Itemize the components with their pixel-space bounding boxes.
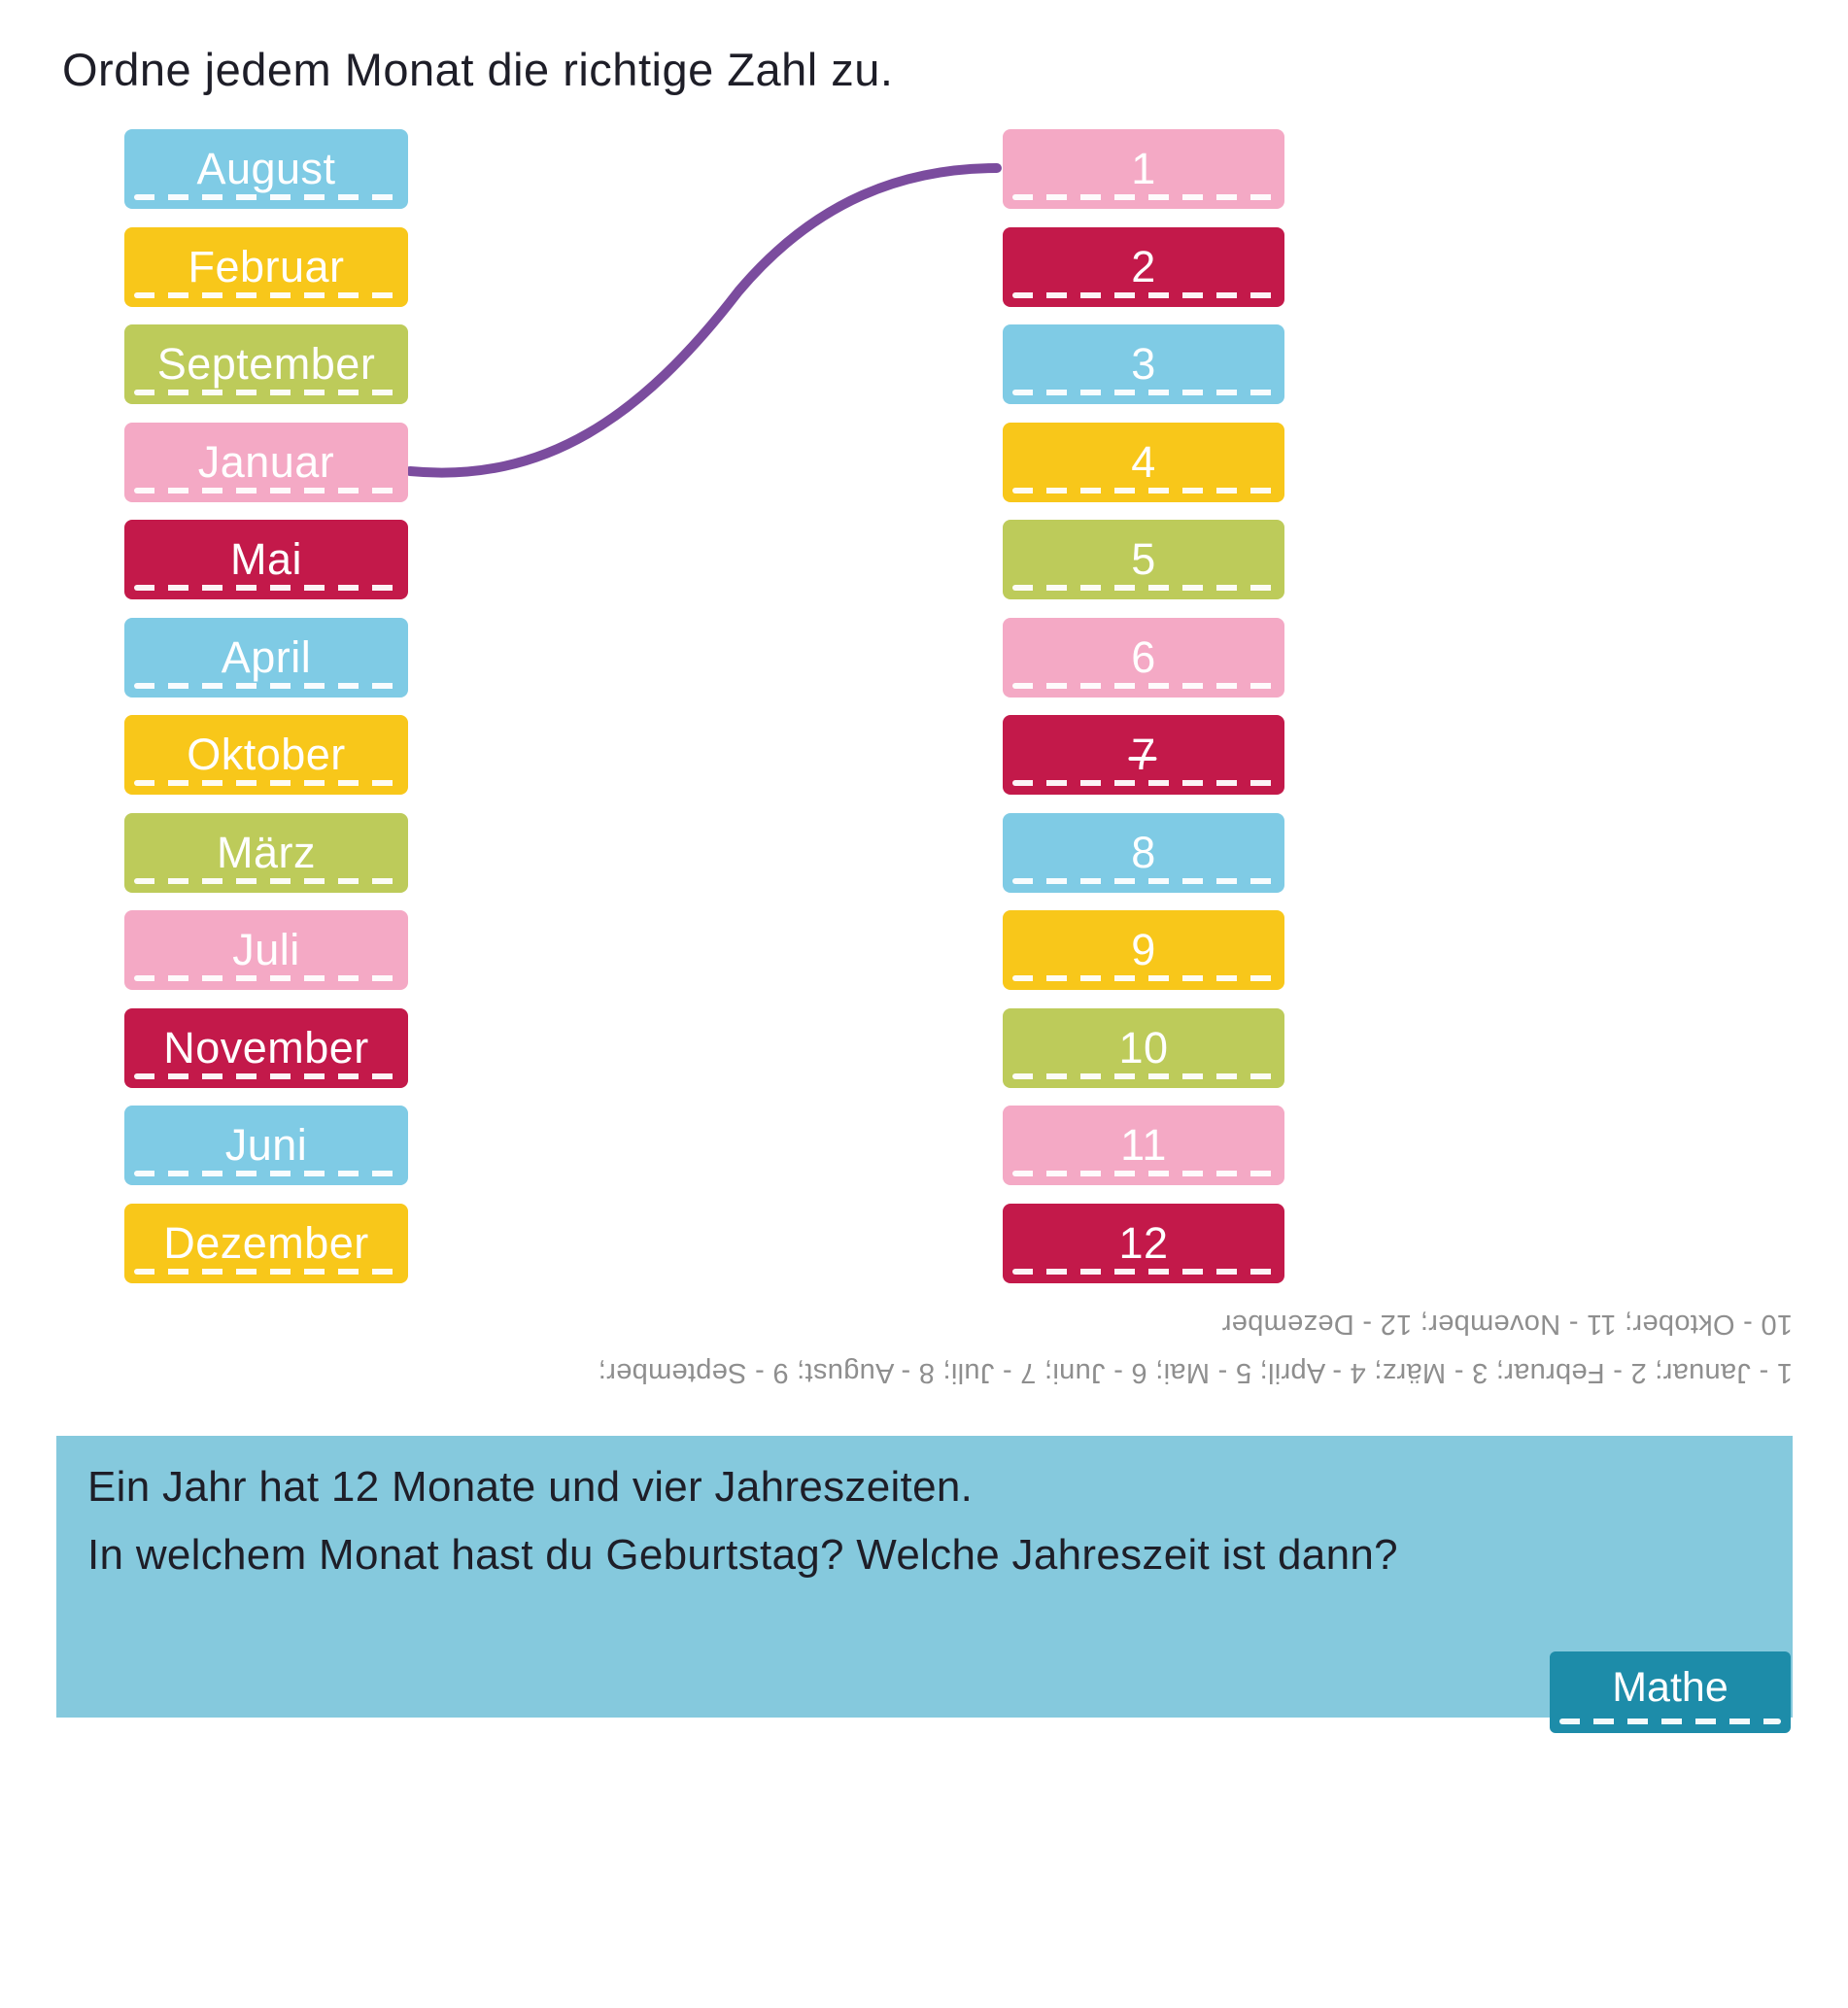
month-tag-februar[interactable]: Februar bbox=[124, 226, 408, 307]
number-tag-label: 11 bbox=[1120, 1120, 1167, 1170]
month-tag-august[interactable]: August bbox=[124, 129, 408, 209]
month-tag-label: August bbox=[196, 144, 336, 193]
month-tag-juni[interactable]: Juni bbox=[124, 1106, 408, 1185]
month-tag-september[interactable]: September bbox=[124, 324, 408, 404]
solution-line-2: 10 - Oktober; 11 - November; 12 - Dezemb… bbox=[1221, 1309, 1793, 1340]
month-tag-label: März bbox=[217, 827, 316, 877]
number-tag-label: 5 bbox=[1131, 534, 1156, 584]
number-tag-11[interactable]: 11 bbox=[1003, 1106, 1284, 1185]
month-tag-juli[interactable]: Juli bbox=[124, 910, 408, 990]
number-tag-label: 12 bbox=[1118, 1217, 1169, 1268]
info-box: Ein Jahr hat 12 Monate und vier Jahresze… bbox=[56, 1436, 1793, 1718]
info-line-1: Ein Jahr hat 12 Monate und vier Jahresze… bbox=[87, 1463, 974, 1511]
solution-line-1: 1 - Januar; 2 - Februar; 3 - März; 4 - A… bbox=[598, 1357, 1793, 1388]
month-tag-label: Februar bbox=[188, 241, 345, 291]
month-tag-april[interactable]: April bbox=[124, 617, 408, 698]
months-column: August Februar September Januar Mai April Okto… bbox=[124, 129, 408, 1283]
month-tag-marz[interactable]: März bbox=[124, 812, 408, 893]
number-tag-label: 10 bbox=[1118, 1022, 1169, 1072]
subject-badge: Mathe bbox=[1550, 1651, 1791, 1733]
month-tag-januar[interactable]: Januar bbox=[124, 422, 408, 502]
month-tag-label: Mai bbox=[229, 534, 302, 584]
number-tag-10[interactable]: 10 bbox=[1003, 1007, 1284, 1088]
month-tag-label: Juni bbox=[224, 1120, 308, 1170]
number-tag-5[interactable]: 5 bbox=[1003, 520, 1284, 599]
number-tag-8[interactable]: 8 bbox=[1003, 812, 1284, 893]
page-title: Ordne jedem Monat die richtige Zahl zu. bbox=[62, 44, 894, 95]
month-tag-label: September bbox=[156, 339, 376, 389]
info-line-2: In welchem Monat hast du Geburtstag? Wel… bbox=[87, 1531, 1398, 1579]
month-tag-label: Dezember bbox=[163, 1217, 369, 1268]
number-tag-12[interactable]: 12 bbox=[1003, 1203, 1284, 1283]
number-tag-3[interactable]: 3 bbox=[1003, 324, 1284, 404]
number-tag-4[interactable]: 4 bbox=[1003, 422, 1284, 502]
number-tag-label: 2 bbox=[1131, 241, 1156, 291]
month-tag-oktober[interactable]: Oktober bbox=[124, 715, 408, 795]
number-tag-6[interactable]: 6 bbox=[1003, 617, 1284, 698]
month-tag-mai[interactable]: Mai bbox=[124, 520, 408, 599]
number-tag-label: 8 bbox=[1131, 827, 1156, 877]
number-tag-label: 4 bbox=[1131, 436, 1156, 487]
number-tag-label: 9 bbox=[1131, 925, 1156, 974]
month-tag-dezember[interactable]: Dezember bbox=[124, 1203, 408, 1283]
month-tag-label: November bbox=[163, 1022, 369, 1072]
upside-down-solution: 1 - Januar; 2 - Februar; 3 - März; 4 - A… bbox=[335, 1300, 1793, 1397]
month-tag-label: April bbox=[221, 631, 312, 682]
connector-line-januar-to-1 bbox=[405, 163, 1002, 478]
month-tag-label: Juli bbox=[232, 925, 300, 974]
number-tag-1[interactable]: 1 bbox=[1003, 129, 1284, 209]
numbers-column: 1 2 3 4 5 6 7 8 9 10 11 12 bbox=[1003, 129, 1284, 1283]
number-tag-2[interactable]: 2 bbox=[1003, 226, 1284, 307]
number-tag-7[interactable]: 7 bbox=[1003, 715, 1284, 795]
month-tag-label: Januar bbox=[197, 436, 335, 487]
subject-badge-label: Mathe bbox=[1612, 1663, 1728, 1711]
number-tag-label: 7 bbox=[1131, 730, 1156, 779]
number-tag-label: 1 bbox=[1131, 144, 1156, 193]
number-tag-label: 6 bbox=[1131, 631, 1156, 682]
month-tag-label: Oktober bbox=[187, 730, 346, 779]
number-tag-label: 3 bbox=[1131, 339, 1156, 389]
number-tag-9[interactable]: 9 bbox=[1003, 910, 1284, 990]
month-tag-november[interactable]: November bbox=[124, 1007, 408, 1088]
